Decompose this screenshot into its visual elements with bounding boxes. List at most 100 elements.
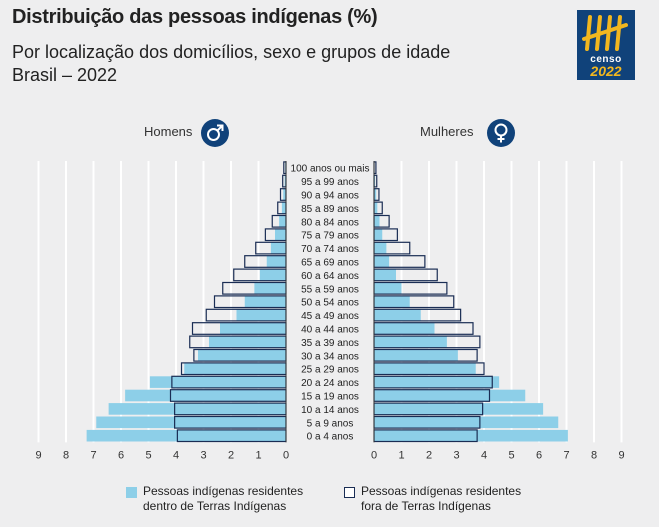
age-group-label: 95 a 99 anos (301, 177, 359, 188)
age-group-label: 10 a 14 anos (301, 405, 359, 416)
bar-women-inside (374, 416, 559, 429)
age-group-label: 0 a 4 anos (307, 432, 354, 443)
legend-outside: Pessoas indígenas residentes fora de Ter… (361, 484, 521, 514)
age-group-label: 20 a 24 anos (301, 378, 359, 389)
legend-inside: Pessoas indígenas residentes dentro de T… (143, 484, 303, 514)
subtitle-line-1: Por localização dos domicílios, sexo e g… (12, 42, 451, 62)
bar-women-inside (374, 215, 380, 228)
x-tick-label-men: 7 (90, 449, 96, 461)
legend-inside-line-1: Pessoas indígenas residentes (143, 484, 304, 498)
bar-men-inside (284, 175, 286, 187)
x-tick-label-women: 8 (591, 449, 597, 461)
bar-men-inside (184, 362, 286, 375)
bar-women-inside (374, 429, 568, 442)
bar-men-inside (266, 255, 286, 268)
population-pyramid-chart: 100 anos ou mais 95 a 99 anos 90 a 94 anos… (35, 161, 625, 461)
age-group-label: 55 a 59 anos (301, 284, 359, 295)
bar-men-inside (96, 416, 286, 429)
x-tick-label-men: 5 (145, 449, 151, 461)
bar-men-inside (244, 295, 286, 308)
bar-women-inside (374, 322, 435, 335)
bar-men-inside (254, 282, 286, 295)
bar-men-inside (259, 269, 286, 281)
chart-subtitle: Por localização dos domicílios, sexo e g… (12, 41, 450, 87)
censo-logo: censo 2022 (577, 10, 635, 80)
x-tick-label-women: 3 (453, 449, 459, 461)
legend-swatch-inside (126, 487, 137, 498)
x-tick-label-women: 5 (508, 449, 514, 461)
legend-outside-line-1: Pessoas indígenas residentes (361, 484, 522, 498)
bar-women-inside (374, 282, 402, 295)
bar-women-inside (374, 336, 447, 348)
age-group-label: 85 a 89 anos (301, 204, 359, 215)
legend-swatch-outside (344, 487, 355, 498)
x-tick-label-men: 0 (283, 449, 289, 461)
women-label: Mulheres (420, 124, 474, 139)
bar-women-inside (374, 255, 390, 268)
age-group-label: 5 a 9 anos (307, 418, 354, 429)
age-group-label: 75 a 79 anos (301, 231, 359, 242)
bar-women-inside (374, 295, 410, 308)
age-group-label: 70 a 74 anos (301, 244, 359, 255)
subtitle-line-2: Brasil – 2022 (12, 65, 118, 85)
age-group-labels: 100 anos ou mais 95 a 99 anos 90 a 94 anos… (291, 164, 370, 443)
bar-women-inside (374, 269, 396, 281)
age-group-label: 25 a 29 anos (301, 365, 359, 376)
men-label: Homens (144, 124, 193, 139)
x-tick-label-men: 6 (118, 449, 124, 461)
x-tick-label-women: 1 (398, 449, 404, 461)
x-tick-label-men: 3 (200, 449, 206, 461)
bar-men-inside (281, 202, 286, 214)
age-group-label: 30 a 34 anos (301, 351, 359, 362)
bar-women-inside (374, 309, 421, 321)
bars (86, 161, 568, 443)
male-symbol-icon (201, 119, 229, 147)
age-group-label: 65 a 69 anos (301, 258, 359, 269)
age-group-label: 40 a 44 anos (301, 325, 359, 336)
bar-women-inside (374, 362, 476, 375)
age-group-label: 35 a 39 anos (301, 338, 359, 349)
age-group-label: 60 a 64 anos (301, 271, 359, 282)
age-group-label: 15 a 19 anos (301, 392, 359, 403)
bar-women-inside (374, 389, 526, 402)
x-tick-label-women: 4 (481, 449, 487, 461)
bar-men-inside (86, 429, 286, 442)
logo-year: 2022 (590, 63, 622, 79)
x-tick-label-women: 6 (536, 449, 542, 461)
age-group-label: 100 anos ou mais (291, 164, 370, 175)
tally-marks-icon (582, 15, 628, 51)
bar-men-inside (279, 215, 286, 228)
logo-word: censo (590, 54, 622, 65)
x-tick-label-men: 9 (35, 449, 41, 461)
chart-title: Distribuição das pessoas indígenas (%) (12, 6, 378, 28)
age-group-label: 50 a 54 anos (301, 298, 359, 309)
x-tick-label-women: 9 (618, 449, 624, 461)
x-tick-label-men: 4 (173, 449, 179, 461)
x-tick-label-women: 0 (371, 449, 377, 461)
bar-men-inside (270, 242, 286, 254)
x-tick-label-men: 2 (228, 449, 234, 461)
legend-inside-line-2: dentro de Terras Indígenas (143, 499, 287, 513)
bar-men-inside (125, 389, 286, 402)
bar-men-inside (108, 403, 286, 415)
bar-women-inside (374, 242, 387, 254)
bar-women-inside (374, 202, 378, 214)
bar-women-inside (374, 403, 544, 415)
age-group-label: 80 a 84 anos (301, 217, 359, 228)
x-tick-label-men: 8 (63, 449, 69, 461)
x-tick-label-women: 2 (426, 449, 432, 461)
bar-men-inside (198, 349, 286, 362)
female-symbol-icon (487, 119, 515, 147)
bar-men-inside (209, 336, 286, 348)
bar-women-inside (374, 349, 458, 362)
bar-men-inside (275, 228, 286, 241)
bar-men-inside (149, 376, 286, 388)
bar-men-inside (283, 188, 286, 201)
age-group-label: 45 a 49 anos (301, 311, 359, 322)
bar-women-inside (374, 228, 383, 241)
bar-women-inside (374, 376, 500, 388)
age-group-label: 90 a 94 anos (301, 191, 359, 202)
bar-women-inside (374, 188, 377, 201)
x-tick-label-men: 1 (255, 449, 261, 461)
legend-outside-line-2: fora de Terras Indígenas (361, 499, 491, 513)
